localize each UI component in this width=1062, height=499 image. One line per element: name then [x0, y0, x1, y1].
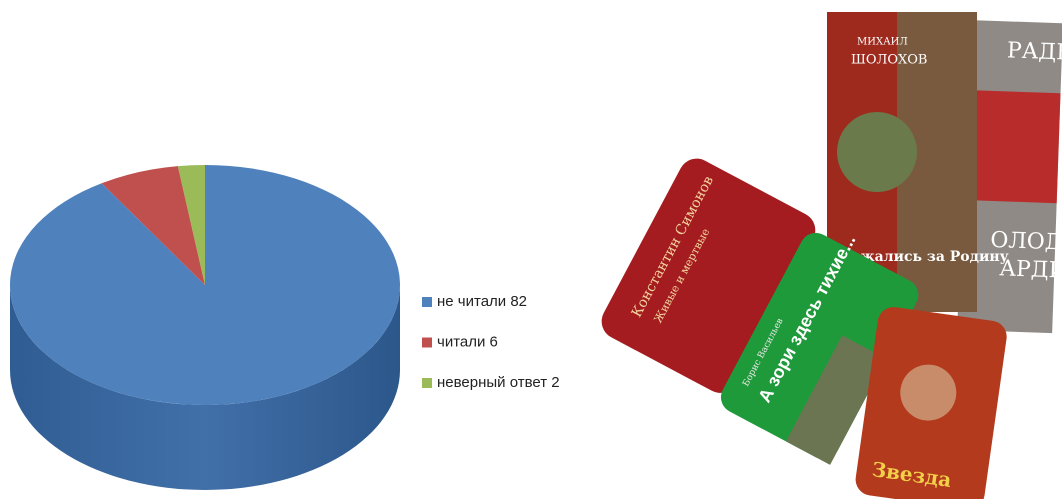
legend-label: не читали 82: [437, 293, 527, 310]
book-cover: Звезда: [855, 307, 1007, 499]
pie-slice: [9, 165, 400, 406]
cover-text: ШОЛОХОВ: [851, 53, 927, 68]
pie-slice: [177, 165, 205, 285]
legend-swatch: [422, 297, 432, 307]
pie-slice: [101, 166, 205, 285]
book-cover: РАДЕЕВ ОЛОДАЯ АРДИЯ: [957, 20, 1062, 334]
pie: [9, 165, 400, 490]
pie-slice-side: [10, 285, 400, 490]
cover-text: ОЛОДАЯ: [990, 228, 1062, 257]
legend-swatch: [422, 378, 432, 388]
book-cover: Борис Васильев А зори здесь тихие...: [720, 231, 919, 465]
cover-text: МИХАИЛ: [857, 37, 908, 48]
cover-text: АРДИЯ: [999, 256, 1062, 284]
legend: не читали 82 читали 6 неверный ответ 2: [422, 293, 560, 391]
legend-label: неверный ответ 2: [437, 374, 560, 391]
cover-text: РАДЕЕВ: [1007, 38, 1062, 66]
legend-label: читали 6: [437, 333, 498, 350]
legend-swatch: [422, 337, 432, 348]
book-covers: РАДЕЕВ ОЛОДАЯ АРДИЯ МИХАИЛ ШОЛОХОВ Они с…: [601, 12, 1062, 499]
